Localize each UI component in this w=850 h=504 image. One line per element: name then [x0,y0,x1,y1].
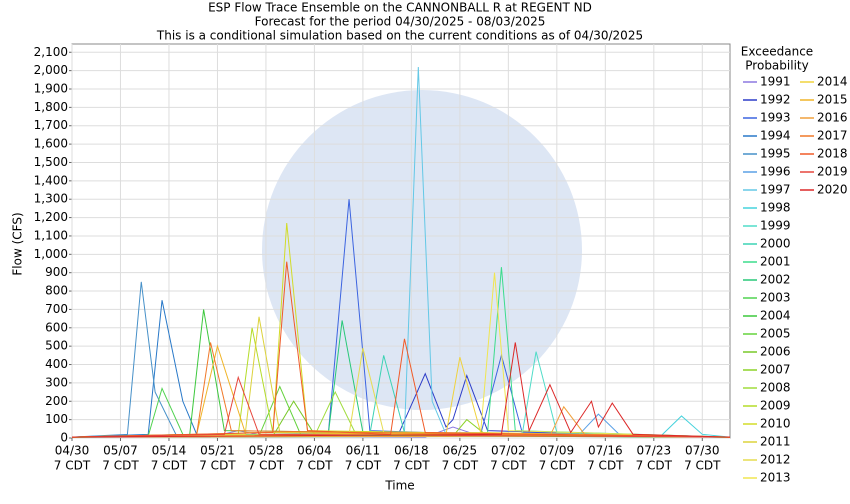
legend-label: 1996 [760,165,791,179]
x-tick-sublabel: 7 CDT [684,459,721,473]
y-tick-label: 1,400 [34,173,68,187]
y-tick-label: 900 [45,265,68,279]
x-tick-label: 06/25 [443,444,478,458]
legend-label: 2002 [760,273,791,287]
x-tick-label: 06/04 [297,444,332,458]
legend-label: 1995 [760,147,791,161]
legend-label: 1994 [760,129,791,143]
legend-label: 2010 [760,417,791,431]
x-tick-sublabel: 7 CDT [54,459,91,473]
y-tick-label: 1,500 [34,155,68,169]
y-tick-label: 1,700 [34,118,68,132]
x-tick-sublabel: 7 CDT [393,459,430,473]
y-tick-label: 1,000 [34,247,68,261]
legend-label: 1997 [760,183,791,197]
x-tick-label: 07/23 [637,444,672,458]
legend-label: 2020 [817,183,848,197]
y-tick-label: 200 [45,394,68,408]
x-tick-sublabel: 7 CDT [296,459,333,473]
legend-label: 2000 [760,237,791,251]
legend-label: 1998 [760,201,791,215]
x-tick-label: 05/21 [200,444,235,458]
watermark [262,90,582,410]
y-axis-label: Flow (CFS) [11,212,25,275]
y-tick-label: 700 [45,302,68,316]
y-tick-label: 300 [45,375,68,389]
y-tick-label: 2,100 [34,45,68,59]
y-tick-label: 500 [45,339,68,353]
x-tick-label: 06/11 [346,444,381,458]
legend-title: Exceedance [741,45,813,59]
legend-label: 2001 [760,255,791,269]
x-tick-sublabel: 7 CDT [587,459,624,473]
x-tick-sublabel: 7 CDT [490,459,527,473]
title-line: Forecast for the period 04/30/2025 - 08/… [255,15,546,29]
legend-label: 2014 [817,75,848,89]
y-tick-label: 1,100 [34,228,68,242]
legend-label: 2019 [817,165,848,179]
legend-label: 2003 [760,291,791,305]
x-tick-label: 06/18 [394,444,429,458]
y-tick-label: 800 [45,284,68,298]
legend-label: 2013 [760,471,791,485]
x-tick-label: 07/02 [491,444,526,458]
y-tick-label: 2,000 [34,63,68,77]
x-tick-label: 07/09 [540,444,575,458]
flow-trace [71,261,731,438]
x-tick-sublabel: 7 CDT [199,459,236,473]
legend-label: 2005 [760,327,791,341]
x-tick-sublabel: 7 CDT [442,459,479,473]
flow-trace [71,342,731,438]
x-tick-label: 05/14 [152,444,187,458]
y-tick-label: 600 [45,320,68,334]
y-tick-label: 400 [45,357,68,371]
legend-label: 1992 [760,93,791,107]
x-tick-sublabel: 7 CDT [248,459,285,473]
y-tick-label: 1,900 [34,82,68,96]
x-axis-label: Time [384,479,414,493]
x-tick-label: 04/30 [55,444,90,458]
x-tick-label: 05/07 [103,444,138,458]
legend-label: 2015 [817,93,848,107]
legend-label: 2009 [760,399,791,413]
y-tick-label: 0 [60,431,68,445]
legend-label: 1993 [760,111,791,125]
x-tick-sublabel: 7 CDT [102,459,139,473]
y-tick-label: 100 [45,412,68,426]
x-tick-label: 07/30 [685,444,720,458]
y-tick-label: 1,300 [34,192,68,206]
legend-label: 2008 [760,381,791,395]
legend-label: 2018 [817,147,848,161]
x-tick-label: 07/16 [588,444,623,458]
title-line: ESP Flow Trace Ensemble on the CANNONBAL… [208,1,592,15]
x-tick-label: 05/28 [249,444,284,458]
x-tick-sublabel: 7 CDT [345,459,382,473]
legend-label: 2006 [760,345,791,359]
legend-label: 2017 [817,129,848,143]
legend-label: 2016 [817,111,848,125]
legend-label: 2004 [760,309,791,323]
y-tick-label: 1,200 [34,210,68,224]
legend-label: 1991 [760,75,791,89]
legend-title: Probability [745,59,808,73]
legend-label: 2012 [760,453,791,467]
y-tick-label: 1,800 [34,100,68,114]
legend-label: 2007 [760,363,791,377]
y-tick-label: 1,600 [34,137,68,151]
x-tick-sublabel: 7 CDT [539,459,576,473]
x-tick-sublabel: 7 CDT [151,459,188,473]
legend-label: 2011 [760,435,791,449]
title-line: This is a conditional simulation based o… [156,29,643,43]
x-tick-sublabel: 7 CDT [636,459,673,473]
legend-label: 1999 [760,219,791,233]
flow-trace [71,272,731,438]
